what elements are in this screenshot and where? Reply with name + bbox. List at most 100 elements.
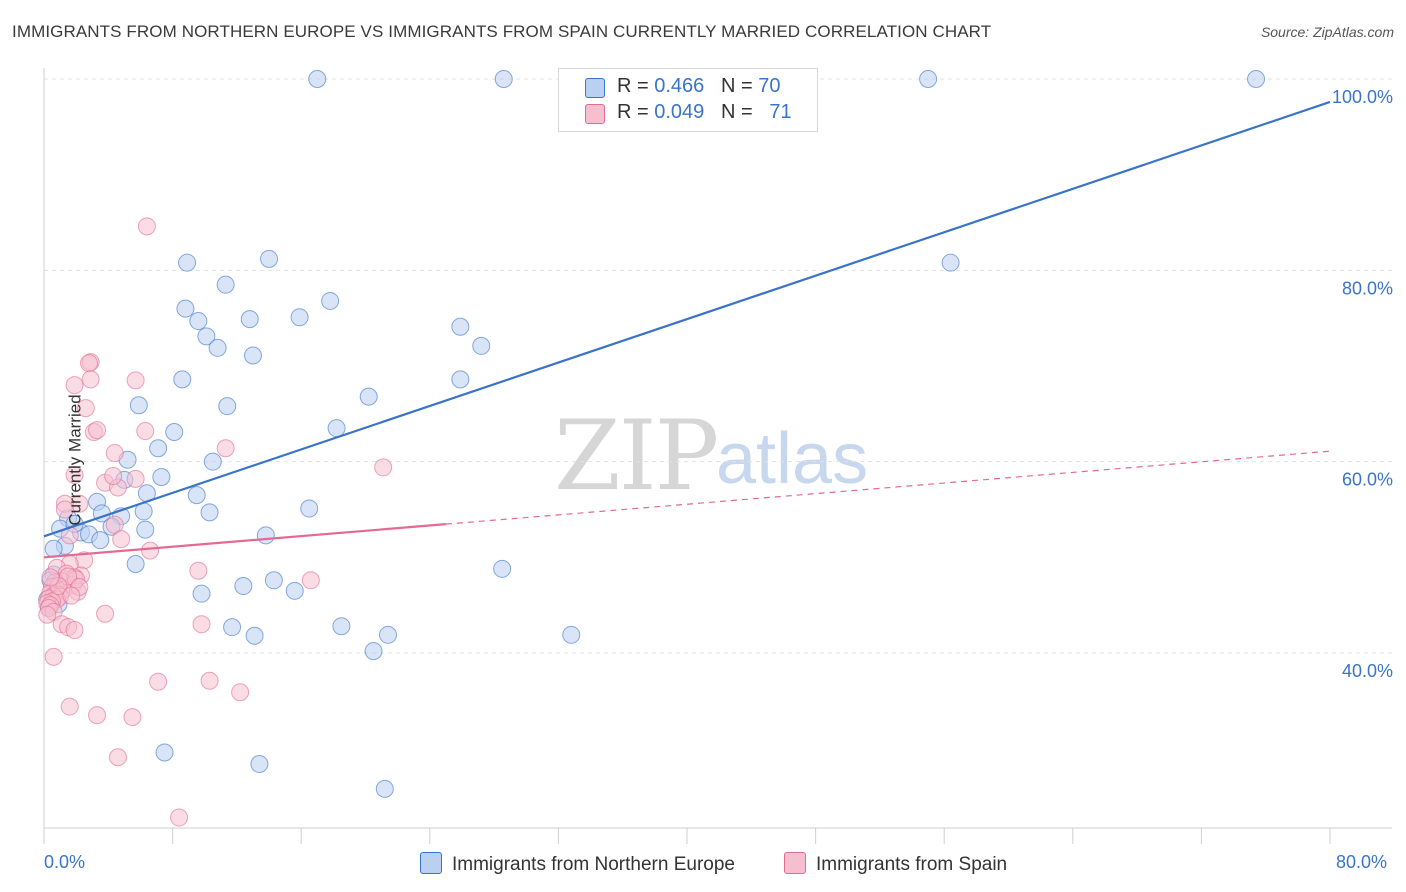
- point-spain: [126, 371, 145, 390]
- point-spain: [60, 697, 79, 716]
- legend-swatch-blue: [585, 78, 605, 98]
- x-tick-min: 0.0%: [44, 852, 86, 872]
- point-northern-europe: [208, 338, 227, 357]
- point-spain: [170, 808, 189, 827]
- point-northern-europe: [562, 625, 581, 644]
- point-northern-europe: [451, 317, 470, 336]
- legend-swatch-northern-europe: [420, 852, 442, 874]
- point-spain: [80, 354, 99, 373]
- point-northern-europe: [187, 486, 206, 505]
- point-northern-europe: [240, 310, 259, 329]
- point-northern-europe: [308, 70, 327, 88]
- y-tick-label: 100.0%: [1332, 87, 1393, 107]
- legend-pink-r-value: 0.049: [654, 101, 705, 123]
- point-northern-europe: [192, 584, 211, 603]
- point-northern-europe: [218, 397, 237, 416]
- point-spain: [112, 530, 131, 549]
- legend-blue-r-value: 0.466: [654, 75, 705, 97]
- point-northern-europe: [136, 520, 155, 539]
- point-northern-europe: [152, 467, 171, 486]
- legend-item-spain: Immigrants from Spain: [784, 852, 1007, 876]
- point-northern-europe: [129, 396, 148, 415]
- point-spain: [81, 370, 100, 389]
- point-northern-europe: [364, 642, 383, 661]
- point-northern-europe: [375, 779, 394, 798]
- point-spain: [108, 748, 127, 767]
- y-axis-label: Currently Married: [65, 394, 85, 526]
- point-spain: [189, 561, 208, 580]
- point-spain: [301, 571, 320, 590]
- point-northern-europe: [149, 439, 168, 458]
- point-northern-europe: [91, 531, 110, 550]
- point-spain: [231, 683, 250, 702]
- legend-pink-n-label: N =: [720, 101, 759, 123]
- point-northern-europe: [472, 336, 491, 355]
- y-tick-label: 60.0%: [1342, 470, 1393, 490]
- x-tick-max: 80.0%: [1336, 852, 1388, 872]
- point-northern-europe: [234, 577, 253, 596]
- point-spain: [141, 541, 160, 560]
- point-northern-europe: [178, 253, 197, 272]
- point-northern-europe: [173, 370, 192, 389]
- point-northern-europe: [327, 419, 346, 438]
- point-northern-europe: [1247, 70, 1266, 88]
- point-northern-europe: [243, 346, 262, 365]
- point-northern-europe: [126, 555, 145, 574]
- point-spain: [62, 586, 81, 605]
- legend-pink-n-value: 71: [769, 101, 792, 123]
- point-northern-europe: [245, 626, 264, 645]
- point-northern-europe: [260, 249, 279, 268]
- point-spain: [88, 706, 107, 725]
- point-northern-europe: [285, 581, 304, 600]
- point-northern-europe: [176, 299, 195, 318]
- legend-blue-r-label: R =: [617, 75, 655, 97]
- legend-swatch-pink: [585, 104, 605, 124]
- legend-swatch-spain: [784, 852, 806, 874]
- point-spain: [65, 376, 84, 395]
- legend-row-pink: R = 0.049 N = 71: [617, 101, 792, 124]
- point-northern-europe: [321, 291, 340, 310]
- point-spain: [55, 500, 74, 519]
- point-spain: [200, 671, 219, 690]
- trendline-northern-europe: [43, 100, 1331, 538]
- point-northern-europe: [155, 743, 174, 762]
- point-spain: [216, 439, 235, 458]
- legend-blue-n-label: N =: [720, 75, 759, 97]
- point-northern-europe: [941, 253, 960, 272]
- point-spain: [136, 422, 155, 441]
- legend-pink-r-label: R =: [617, 101, 655, 123]
- point-spain: [44, 647, 63, 666]
- point-spain: [65, 466, 84, 485]
- point-northern-europe: [223, 618, 242, 637]
- point-northern-europe: [332, 617, 351, 636]
- point-northern-europe: [197, 327, 216, 346]
- point-spain: [192, 615, 211, 634]
- point-spain: [126, 469, 145, 488]
- legend-label-northern-europe: Immigrants from Northern Europe: [452, 854, 735, 875]
- chart-title: IMMIGRANTS FROM NORTHERN EUROPE VS IMMIG…: [12, 22, 992, 41]
- point-northern-europe: [300, 499, 319, 518]
- point-spain: [137, 217, 156, 236]
- point-northern-europe: [203, 452, 222, 471]
- point-spain: [374, 458, 393, 477]
- point-spain: [149, 672, 168, 691]
- point-northern-europe: [451, 370, 470, 389]
- trendline-spain: [43, 523, 446, 559]
- point-spain: [88, 421, 107, 440]
- trendline-spain-extrapolated: [445, 450, 1331, 525]
- point-spain: [96, 604, 115, 623]
- y-tick-label: 80.0%: [1342, 278, 1393, 298]
- source-label: Source: ZipAtlas.com: [1260, 24, 1394, 40]
- point-spain: [38, 605, 57, 624]
- point-spain: [123, 708, 142, 727]
- point-spain: [105, 444, 124, 463]
- point-spain: [104, 467, 123, 486]
- point-northern-europe: [189, 312, 208, 331]
- point-northern-europe: [165, 423, 184, 442]
- point-northern-europe: [359, 387, 378, 406]
- legend-row-blue: R = 0.466 N = 70: [617, 75, 780, 98]
- correlation-legend: R = 0.466 N = 70 R = 0.049 N = 71: [558, 68, 818, 132]
- watermark-atlas: atlas: [716, 419, 869, 499]
- point-northern-europe: [200, 503, 219, 522]
- point-northern-europe: [44, 539, 63, 558]
